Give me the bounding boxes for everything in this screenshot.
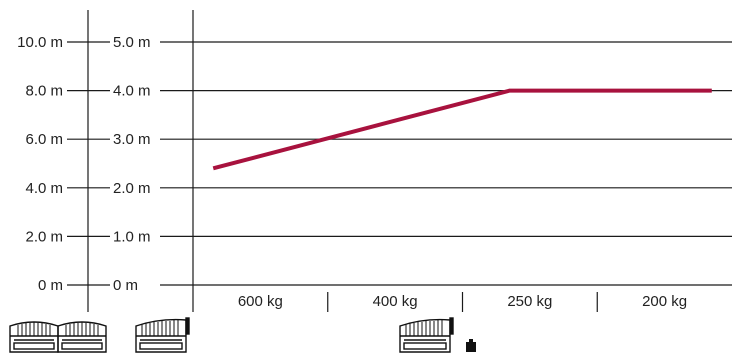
left-tick-label: 8.0 m: [25, 83, 63, 100]
left-tick-label: 0 m: [38, 277, 63, 294]
double-swing-gate-icon: [9, 321, 107, 353]
grid-lines: [67, 41, 732, 286]
left-tick-label: 10.0 m: [17, 34, 63, 51]
right-tick-label: 4.0 m: [113, 83, 151, 100]
x-tick-label: 600 kg: [238, 293, 283, 310]
left-tick-labels: 0 m 2.0 m 4.0 m 6.0 m 8.0 m 10.0 m: [17, 34, 63, 294]
right-tick-label: 2.0 m: [113, 180, 151, 197]
x-tick-label: 250 kg: [507, 293, 552, 310]
left-tick-label: 4.0 m: [25, 180, 63, 197]
left-tick-label: 6.0 m: [25, 131, 63, 148]
single-swing-gate-icon: [135, 317, 190, 353]
weight-icon: [466, 339, 476, 352]
x-category-separators: [327, 292, 598, 312]
left-tick-label: 2.0 m: [25, 228, 63, 245]
right-tick-label: 3.0 m: [113, 131, 151, 148]
x-tick-labels: 600 kg 400 kg 250 kg 200 kg: [238, 293, 687, 310]
single-swing-gate-with-weight-icon: [399, 317, 476, 353]
right-tick-label: 0 m: [113, 277, 138, 294]
series-line: [212, 88, 712, 171]
right-tick-labels: 0 m 1.0 m 2.0 m 3.0 m 4.0 m 5.0 m: [113, 34, 151, 294]
right-tick-label: 1.0 m: [113, 228, 151, 245]
x-tick-label: 400 kg: [373, 293, 418, 310]
axes: [87, 10, 194, 312]
right-tick-label: 5.0 m: [113, 34, 151, 51]
series-layer: [212, 88, 712, 171]
x-tick-label: 200 kg: [642, 293, 687, 310]
